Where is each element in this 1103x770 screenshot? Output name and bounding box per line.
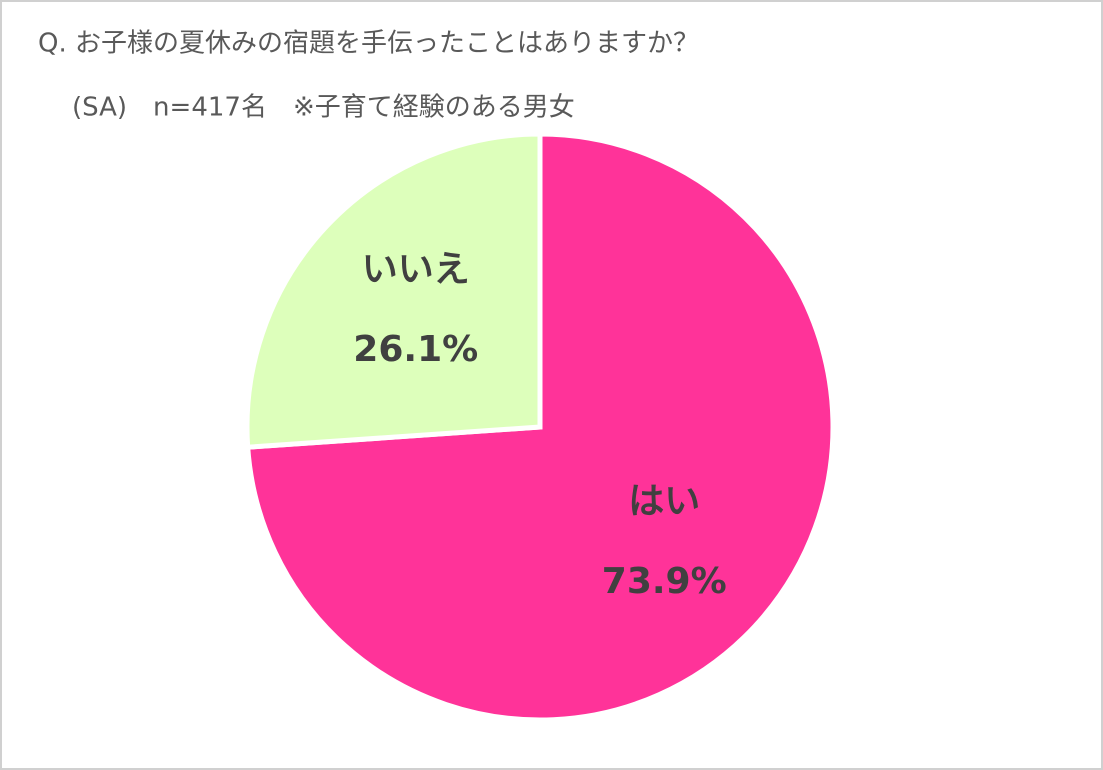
chart-subtitle: (SA) n=417名 ※子育て経験のある男女 (72, 93, 575, 123)
slice-category-label: はい (628, 481, 700, 522)
slice-value-label: 26.1% (353, 329, 478, 370)
slice-category-label: いいえ (362, 249, 470, 290)
pie-slice (244, 131, 543, 450)
chart-title: Q. お子様の夏休みの宿題を手伝ったことはありますか？ (38, 29, 699, 59)
slice-value-label: 73.9% (602, 561, 727, 602)
